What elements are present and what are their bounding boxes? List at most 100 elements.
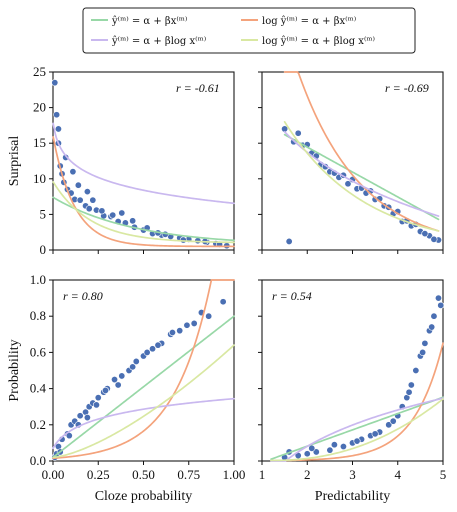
panel-3-point-25 bbox=[205, 312, 213, 320]
panel-1-ytick-label-1: 0 bbox=[40, 242, 47, 257]
panel-3-xlabel: Cloze probability bbox=[95, 489, 193, 504]
panel-2-point-8 bbox=[344, 180, 352, 188]
panel-4-point-16 bbox=[412, 366, 420, 374]
panel-4-point-4 bbox=[312, 448, 320, 456]
panel-3-curve-1 bbox=[52, 315, 235, 459]
panel-3-xtick-label-3: 0.50 bbox=[132, 467, 155, 482]
panel-3-point-32 bbox=[101, 386, 109, 394]
panel-3: r = 0.80 0.00 0.25 0.50 0.75 1.00 0.0 0.2 0.4 0.6… bbox=[7, 272, 245, 504]
panel-4-xtick-label-1: 1 bbox=[259, 467, 266, 482]
panel-3-xtick-label-5: 1.00 bbox=[223, 467, 246, 482]
panel-1-ytick-label-5: 20 bbox=[33, 100, 46, 115]
panel-2-point-27 bbox=[430, 235, 438, 243]
panel-3-point-18 bbox=[132, 357, 140, 365]
panel-4-curve-2 bbox=[270, 342, 444, 462]
panel-4-point-3 bbox=[303, 450, 311, 458]
panel-4: r = 0.54 1 2 3 4 5 Predictability bbox=[258, 279, 446, 504]
legend-text-linear: ŷ⁽ᵐ⁾ = α + βx⁽ᵐ⁾ bbox=[111, 16, 187, 27]
panel-4-curve-3 bbox=[270, 397, 444, 462]
panel-4-annotation: r = 0.54 bbox=[272, 289, 312, 303]
panel-1-point-36 bbox=[118, 209, 126, 217]
panel-4-point-24 bbox=[330, 441, 338, 449]
panel-3-curve-3 bbox=[52, 397, 235, 450]
panel-3-frame bbox=[52, 279, 235, 462]
panel-1-point-34 bbox=[98, 207, 106, 215]
panel-3-ytick-label-1: 0.0 bbox=[30, 453, 46, 468]
panel-4-curve-1 bbox=[270, 396, 444, 461]
panel-1-frame bbox=[52, 71, 235, 251]
panel-4-point-20 bbox=[430, 312, 438, 320]
panel-1-point-30 bbox=[69, 168, 77, 176]
legend: ŷ⁽ᵐ⁾ = α + βx⁽ᵐ⁾ log ŷ⁽ᵐ⁾ = α + βx⁽ᵐ⁾ ŷ⁽… bbox=[82, 7, 416, 54]
panel-1-point-12 bbox=[85, 205, 93, 213]
panel-3-ytick-label-6: 1.0 bbox=[30, 272, 46, 287]
panel-1-point-10 bbox=[76, 196, 84, 204]
panel-3-point-8 bbox=[76, 412, 84, 420]
panel-1-point-35 bbox=[109, 211, 117, 219]
panel-3-point-33 bbox=[114, 381, 122, 389]
panel-1-annotation: r = -0.61 bbox=[176, 81, 220, 95]
legend-item-loglog: log ŷ⁽ᵐ⁾ = α + βlog x⁽ᵐ⁾ bbox=[241, 36, 375, 47]
panel-4-xtick-label-3: 3 bbox=[349, 467, 356, 482]
panel-1-point-37 bbox=[129, 217, 137, 225]
panel-2-point-35 bbox=[421, 230, 429, 238]
panel-4-point-5 bbox=[326, 446, 334, 454]
panel-1-point-1 bbox=[51, 79, 59, 87]
panel-1-point-2 bbox=[53, 111, 61, 119]
panel-2-annotation: r = -0.69 bbox=[385, 81, 429, 95]
panel-3-ytick-label-2: 0.2 bbox=[30, 417, 46, 432]
panel-4-point-18 bbox=[421, 339, 429, 347]
panel-3-ytick-label-5: 0.8 bbox=[30, 308, 46, 323]
legend-text-linearlog: ŷ⁽ᵐ⁾ = α + βlog x⁽ᵐ⁾ bbox=[111, 36, 206, 47]
panel-3-point-34 bbox=[129, 363, 137, 371]
legend-text-loglinear: log ŷ⁽ᵐ⁾ = α + βx⁽ᵐ⁾ bbox=[262, 16, 356, 27]
panel-1-curve-3 bbox=[52, 122, 235, 205]
panel-3-point-16 bbox=[118, 372, 126, 380]
panel-1-point-32 bbox=[83, 188, 91, 196]
panel-3-point-35 bbox=[143, 348, 151, 356]
panel-3-point-24 bbox=[190, 319, 198, 327]
panel-1-ytick-label-6: 25 bbox=[33, 64, 46, 79]
panel-3-point-37 bbox=[168, 328, 176, 336]
panel-1-point-33 bbox=[89, 196, 97, 204]
panel-3-point-36 bbox=[154, 341, 162, 349]
panel-3-ylabel: Probability bbox=[7, 339, 22, 401]
plot-layer: r = -0.61 0 5 10 15 20 25 Surprisal r = -0.69 r =… bbox=[7, 64, 446, 504]
panel-2-curve-4 bbox=[283, 120, 440, 232]
legend-box bbox=[82, 7, 416, 54]
panel-3-point-31 bbox=[92, 401, 100, 409]
panel-1-ylabel: Surprisal bbox=[7, 136, 22, 187]
panel-1: r = -0.61 0 5 10 15 20 25 Surprisal bbox=[7, 64, 235, 257]
panel-1-ytick-label-2: 5 bbox=[40, 206, 47, 221]
panel-1-ytick-label-3: 10 bbox=[33, 171, 46, 186]
panel-3-curve-4 bbox=[52, 344, 235, 459]
panel-1-curve-4 bbox=[52, 181, 235, 244]
panel-3-point-20 bbox=[149, 345, 157, 353]
panel-3-xtick-label-4: 0.75 bbox=[177, 467, 200, 482]
panel-2-point-19 bbox=[285, 237, 293, 245]
panel-4-xtick-label-2: 2 bbox=[304, 467, 311, 482]
panel-1-point-31 bbox=[74, 181, 82, 189]
panel-3-ytick-label-4: 0.6 bbox=[30, 344, 47, 359]
panel-2-curve-1 bbox=[283, 133, 440, 221]
panel-1-ytick-label-4: 15 bbox=[33, 135, 46, 150]
panel-4-point-15 bbox=[407, 381, 415, 389]
panel-4-point-11 bbox=[385, 421, 393, 429]
legend-item-linear: ŷ⁽ᵐ⁾ = α + βx⁽ᵐ⁾ bbox=[91, 16, 187, 27]
panel-1-point-28 bbox=[54, 125, 62, 133]
panel-4-point-21 bbox=[434, 294, 442, 302]
panel-4-point-26 bbox=[371, 430, 379, 438]
panel-4-xlabel: Predictability bbox=[315, 489, 390, 504]
panel-3-point-23 bbox=[176, 327, 184, 335]
panel-4-point-29 bbox=[419, 348, 427, 356]
panel-4-point-28 bbox=[405, 388, 413, 396]
panel-2-frame bbox=[261, 71, 444, 251]
legend-item-linearlog: ŷ⁽ᵐ⁾ = α + βlog x⁽ᵐ⁾ bbox=[91, 36, 206, 47]
panel-3-point-12 bbox=[94, 394, 102, 402]
panel-3-point-15 bbox=[111, 376, 119, 384]
panel-3-xtick-label-2: 0.25 bbox=[87, 467, 110, 482]
panel-4-curve-4 bbox=[270, 398, 444, 462]
panel-4-point-27 bbox=[389, 417, 397, 425]
legend-item-loglinear: log ŷ⁽ᵐ⁾ = α + βx⁽ᵐ⁾ bbox=[241, 16, 356, 27]
